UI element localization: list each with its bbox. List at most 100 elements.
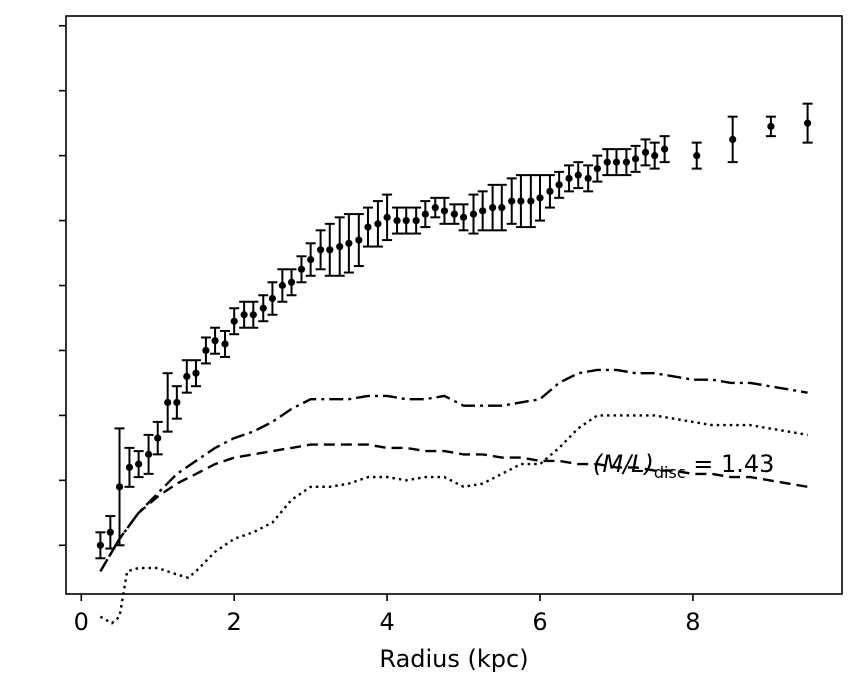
series-layer (95, 102, 813, 625)
data-marker (249, 311, 257, 319)
data-marker (307, 255, 315, 264)
data-marker (144, 450, 153, 458)
data-point (353, 213, 364, 268)
data-point (190, 359, 201, 388)
data-marker (546, 187, 554, 195)
data-point (401, 206, 412, 235)
data-marker (450, 210, 458, 218)
data-point (535, 174, 546, 222)
data-marker (173, 398, 181, 407)
data-marker (125, 463, 134, 471)
data-marker (316, 246, 325, 254)
data-point (592, 154, 603, 183)
data-point (544, 174, 555, 209)
data-marker (355, 236, 363, 244)
data-marker (412, 216, 420, 225)
data-marker (240, 311, 248, 319)
data-marker (489, 203, 497, 212)
data-marker (459, 213, 468, 221)
data-marker (767, 122, 775, 131)
data-marker (536, 194, 544, 202)
data-marker (631, 155, 640, 163)
data-point (277, 268, 288, 303)
data-marker (183, 372, 191, 381)
data-marker (164, 398, 172, 407)
data-marker (555, 181, 563, 189)
data-marker (661, 145, 669, 153)
data-marker (154, 434, 162, 442)
data-point (583, 164, 594, 193)
data-marker (383, 213, 391, 221)
data-marker (517, 197, 525, 205)
data-point (324, 222, 335, 277)
data-marker (326, 246, 334, 254)
data-point (124, 446, 135, 488)
data-point (296, 255, 307, 284)
data-point (411, 206, 422, 235)
data-point (659, 135, 670, 164)
data-point (727, 115, 738, 164)
data-point (496, 183, 507, 232)
data-marker (115, 483, 124, 491)
data-point (162, 372, 173, 433)
data-point (392, 206, 403, 235)
data-point (468, 193, 479, 235)
data-point (305, 242, 316, 277)
data-point (181, 359, 192, 394)
x-tick-label: 0 (74, 608, 89, 636)
data-point (487, 183, 498, 232)
data-point (602, 148, 613, 177)
data-marker (803, 119, 812, 127)
data-point (573, 161, 584, 190)
data-point (334, 216, 345, 277)
data-point (649, 141, 660, 170)
dashdot-model-curve (99, 368, 808, 572)
data-marker (431, 203, 439, 212)
data-marker (192, 369, 200, 377)
data-point (691, 141, 702, 170)
data-point (343, 213, 354, 274)
data-marker (574, 171, 582, 179)
data-point (143, 433, 154, 475)
data-point (248, 300, 259, 329)
data-point (765, 115, 776, 138)
data-marker (374, 220, 382, 228)
data-point (611, 148, 622, 177)
dotted-model-curve (99, 414, 808, 625)
data-point (372, 200, 383, 248)
x-tick-label: 2 (227, 608, 242, 636)
data-point (239, 300, 250, 329)
data-point (258, 294, 269, 323)
data-marker (622, 158, 631, 166)
data-point (229, 307, 240, 336)
data-marker (565, 174, 573, 182)
data-point (458, 203, 469, 232)
data-point (554, 170, 565, 199)
data-point (621, 148, 632, 177)
data-marker (612, 158, 621, 166)
data-marker (393, 216, 401, 225)
plot-frame (65, 15, 843, 595)
data-point (630, 144, 641, 173)
data-point (382, 193, 393, 242)
ticks-layer: 0 2 4 6 8 (59, 24, 701, 636)
data-marker (287, 278, 296, 286)
data-point (200, 336, 211, 365)
data-marker (498, 203, 506, 212)
data-point (133, 450, 144, 479)
data-marker (641, 148, 650, 156)
data-point (430, 196, 441, 219)
x-axis-label: Radius (kpc) (379, 645, 528, 673)
data-point (315, 229, 326, 271)
data-marker (508, 197, 516, 205)
data-point (477, 190, 488, 232)
data-point (210, 326, 221, 355)
data-marker (593, 165, 601, 173)
data-point (220, 329, 231, 358)
data-marker (268, 294, 277, 303)
data-point (152, 420, 163, 456)
x-tick-label: 6 (532, 608, 547, 636)
data-marker (469, 210, 478, 218)
data-marker (135, 460, 143, 468)
